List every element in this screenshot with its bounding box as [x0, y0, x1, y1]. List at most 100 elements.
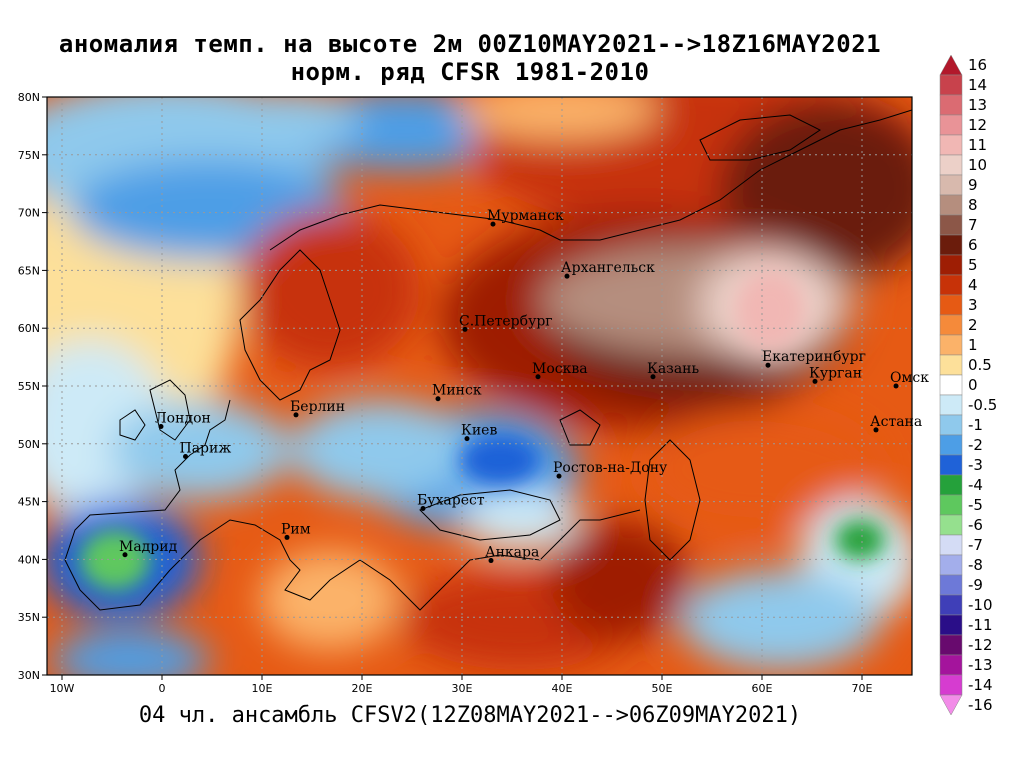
lon-tick-label: 60E [752, 682, 773, 695]
lon-tick-label: 0 [159, 682, 166, 695]
colorbar-swatch [939, 594, 963, 616]
city-label: Мадрид [119, 539, 178, 555]
city-label: Лондон [155, 410, 211, 426]
city-label: Казань [647, 361, 699, 377]
coastlines [64, 109, 912, 611]
city-label: Ростов-на-Дону [553, 460, 668, 476]
colorbar-label: 3 [968, 296, 978, 314]
colorbar-swatch [939, 414, 963, 436]
colorbar-label: -14 [968, 676, 993, 694]
colorbar-label: -9 [968, 576, 983, 594]
colorbar-swatch [939, 294, 963, 316]
colorbar-swatch [939, 634, 963, 656]
colorbar-swatch [939, 74, 963, 96]
city-label: С.Петербург [459, 313, 553, 329]
city-dot [435, 396, 441, 402]
colorbar-label: 6 [968, 236, 978, 254]
colorbar-label: -2 [968, 436, 983, 454]
colorbar-label: 9 [968, 176, 978, 194]
lat-tick-label: 30N [18, 669, 40, 682]
colorbar-label: -13 [968, 656, 993, 674]
city-label: Бухарест [417, 493, 485, 509]
colorbar-swatch [939, 694, 963, 716]
lat-tick-label: 50N [18, 438, 40, 451]
city-label: Берлин [290, 399, 345, 415]
colorbar-swatch [939, 274, 963, 296]
lon-tick-label: 40E [552, 682, 573, 695]
colorbar-label: 11 [968, 136, 987, 154]
colorbar-swatch [939, 614, 963, 636]
colorbar-swatch [939, 354, 963, 376]
city-label: Курган [809, 365, 862, 381]
city-dot [462, 326, 468, 332]
colorbar-swatch [939, 54, 963, 76]
city-dot [812, 378, 818, 384]
colorbar-swatch [939, 314, 963, 336]
city-label: Киев [461, 423, 497, 439]
colorbar-label: -6 [968, 516, 983, 534]
colorbar-label: 0.5 [968, 356, 992, 374]
lat-tick-label: 65N [18, 264, 40, 277]
lon-tick-label: 10E [252, 682, 273, 695]
lat-tick-label: 55N [18, 380, 40, 393]
colorbar-swatch [939, 114, 963, 136]
colorbar-label: -0.5 [968, 396, 997, 414]
colorbar-swatch [939, 494, 963, 516]
city-label: Москва [532, 361, 588, 377]
map-title-line2: норм. ряд CFSR 1981-2010 [290, 58, 650, 86]
colorbar-label: 13 [968, 96, 987, 114]
colorbar-swatch [939, 554, 963, 576]
city-dot [464, 436, 470, 442]
colorbar-swatch [939, 94, 963, 116]
city-label: Мурманск [487, 208, 564, 224]
city-label: Архангельск [561, 260, 655, 276]
colorbar-label: -8 [968, 556, 983, 574]
lon-tick-label: 30E [452, 682, 473, 695]
colorbar-swatch [939, 194, 963, 216]
colorbar-label: 0 [968, 376, 978, 394]
city-label: Анкара [485, 545, 539, 561]
colorbar-swatch [939, 534, 963, 556]
colorbar-label: 12 [968, 116, 987, 134]
colorbar-label: 1 [968, 336, 978, 354]
city-dot [535, 374, 541, 380]
city-dot [490, 221, 496, 227]
city-dot [893, 383, 899, 389]
lat-tick-label: 45N [18, 496, 40, 509]
lat-tick-label: 60N [18, 322, 40, 335]
colorbar-swatch [939, 574, 963, 596]
colorbar-label: -10 [968, 596, 993, 614]
colorbar-swatch [939, 234, 963, 256]
colorbar-swatch [939, 394, 963, 416]
city-dot [293, 412, 299, 418]
lon-tick-label: 70E [852, 682, 873, 695]
city-dot [873, 427, 879, 433]
city-dot [765, 362, 771, 368]
city-dot [420, 506, 426, 512]
lon-tick-label: 10W [50, 682, 75, 695]
lat-tick-label: 80N [18, 91, 40, 104]
colorbar-swatch [939, 454, 963, 476]
colorbar-swatch [939, 134, 963, 156]
city-dot [564, 273, 570, 279]
colorbar-label: 4 [968, 276, 978, 294]
city-label: Астана [870, 414, 922, 430]
colorbar-label: -4 [968, 476, 983, 494]
colorbar-swatch [939, 514, 963, 536]
city-label: Омск [890, 370, 929, 386]
colorbar-swatch [939, 154, 963, 176]
colorbar-label: -1 [968, 416, 983, 434]
colorbar-label: 5 [968, 256, 978, 274]
lat-tick-label: 70N [18, 207, 40, 220]
colorbar-label: -12 [968, 636, 993, 654]
colorbar-swatch [939, 334, 963, 356]
city-dot [556, 473, 562, 479]
colorbar-label: -7 [968, 536, 983, 554]
colorbar-swatch [939, 674, 963, 696]
city-label: Париж [180, 441, 232, 457]
colorbar-swatch [939, 254, 963, 276]
city-dot [158, 423, 164, 429]
colorbar-label: -5 [968, 496, 983, 514]
